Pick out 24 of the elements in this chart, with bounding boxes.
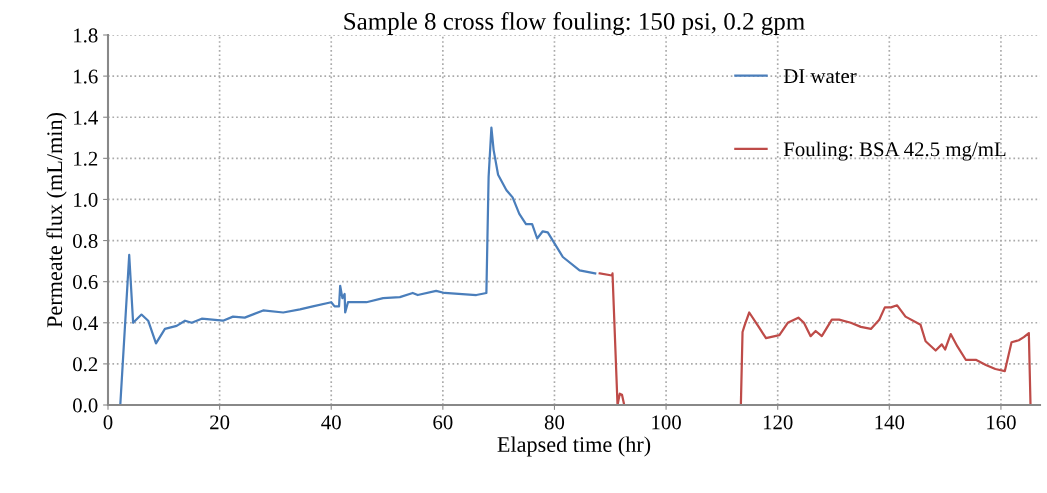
x-tick-label: 140: [875, 415, 905, 430]
x-tick-label: 160: [987, 415, 1016, 430]
y-tick-label: 1.4: [74, 110, 98, 125]
y-tick-label: 1.0: [74, 192, 98, 207]
legend-label: DI water: [783, 69, 857, 84]
y-tick-label: 1.8: [74, 28, 98, 43]
y-tick-label: 0.0: [73, 398, 98, 413]
x-tick-label: 80: [544, 415, 565, 430]
y-tick-label: 0.2: [73, 357, 98, 372]
y-tick-label: 0.8: [73, 233, 98, 249]
x-tick-label: 20: [210, 415, 230, 430]
y-tick-label: 1.2: [74, 151, 98, 166]
x-tick-label: 0: [103, 415, 113, 430]
y-tick-label: 0.6: [73, 275, 98, 290]
x-tick-label: 40: [321, 415, 341, 430]
x-tick-label: 60: [433, 415, 453, 430]
legend-label: Fouling: BSA 42.5 mg/mL: [783, 141, 1006, 161]
x-axis-title: Elapsed time (hr): [497, 436, 651, 457]
y-axis-title: Permeate flux (mL/min): [46, 112, 67, 328]
chart-title: Sample 8 cross flow fouling: 150 psi, 0.2 gpm: [344, 12, 805, 35]
y-tick-label: 1.6: [74, 69, 98, 84]
x-tick-label: 120: [763, 415, 793, 430]
y-tick-label: 0.4: [73, 316, 98, 331]
x-tick-label: 100: [652, 415, 681, 430]
